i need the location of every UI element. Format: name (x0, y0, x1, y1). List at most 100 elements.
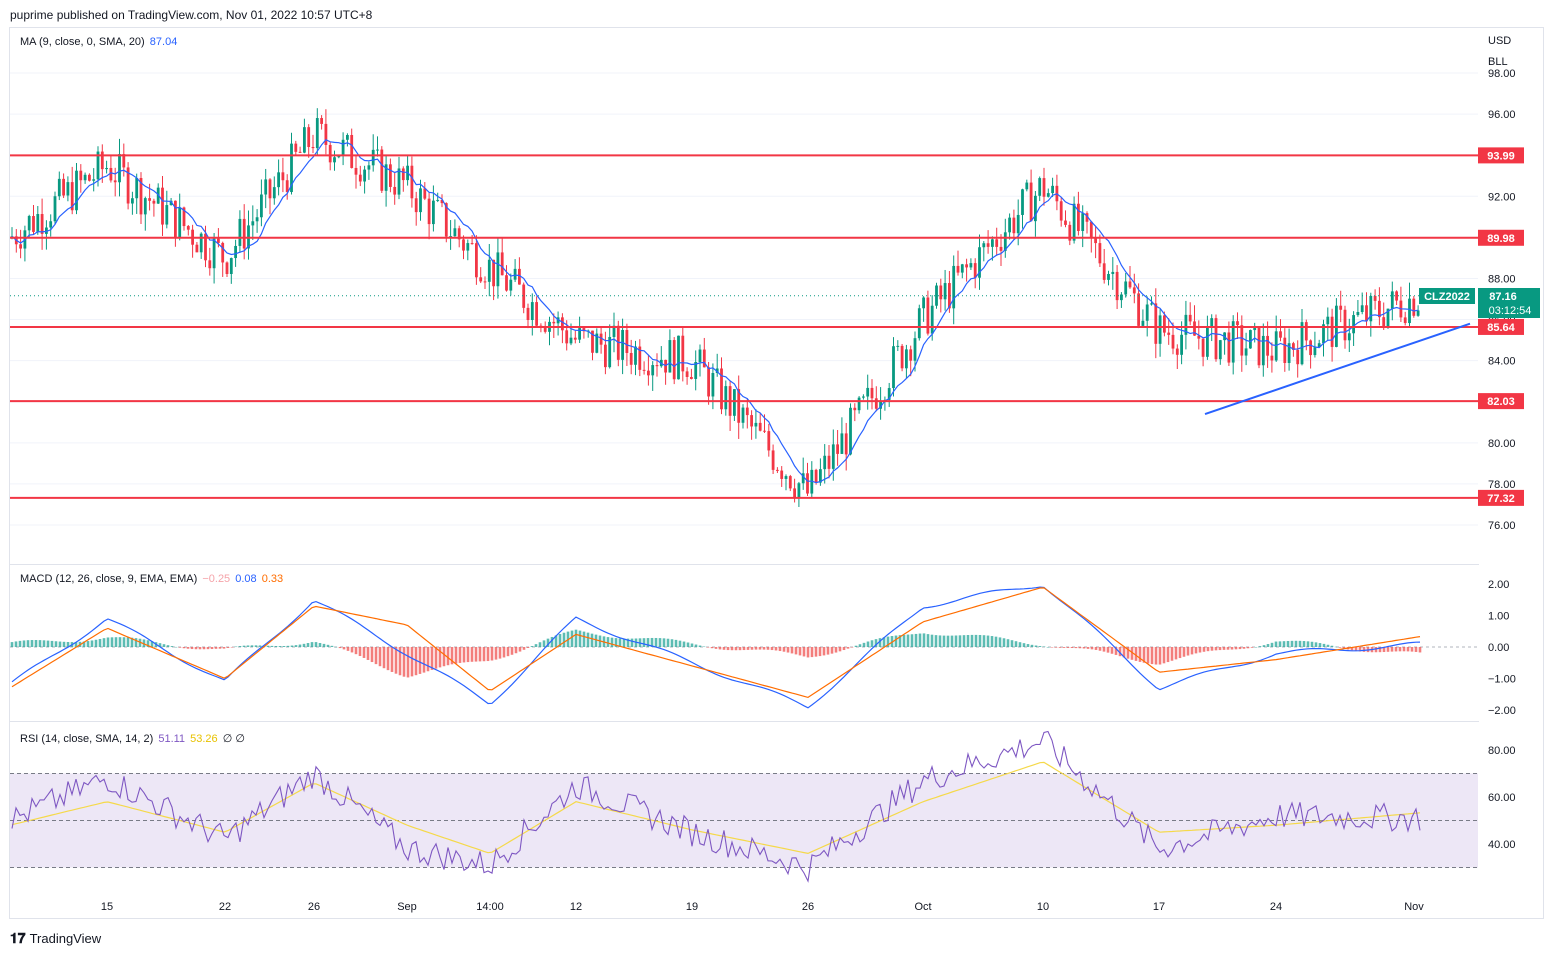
macd-hist-bar (534, 644, 538, 647)
countdown-label: 03:12:54 (1489, 305, 1532, 317)
macd-hist-bar (594, 634, 598, 647)
candle-body (66, 182, 70, 196)
macd-hist-bar (970, 634, 974, 647)
candle-body (1218, 340, 1222, 360)
macd-hist-bar (1242, 647, 1246, 649)
macd-hist-bar (758, 647, 762, 650)
macd-hist-bar (1398, 647, 1402, 652)
candle-body (105, 167, 108, 170)
macd-hist-bar (334, 646, 338, 648)
candle-body (199, 233, 203, 253)
macd-hist-bar (886, 636, 890, 647)
macd-hist-bar (1270, 642, 1274, 647)
macd-hist-bar (926, 634, 930, 647)
candle-body (1236, 321, 1239, 326)
candle-body (221, 242, 225, 263)
macd-hist-bar (810, 647, 814, 658)
candle-body (840, 433, 844, 454)
candle-body (1403, 317, 1407, 324)
macd-hist-bar (226, 647, 230, 648)
ma-indicator-legend[interactable]: MA (9, close, 0, SMA, 20) 87.04 (18, 36, 177, 48)
candle-body (204, 233, 207, 261)
macd-hist-bar (1054, 647, 1058, 648)
macd-hist-bar (522, 647, 526, 650)
macd-hist-bar (1362, 647, 1366, 652)
macd-hist-bar (282, 646, 286, 647)
candle-body (1369, 295, 1373, 322)
time-axis-tick: 10 (1037, 901, 1049, 913)
candle-body (1128, 281, 1132, 288)
candle-body (1240, 325, 1244, 356)
candle-body (126, 167, 130, 204)
macd-hist-bar (706, 647, 710, 648)
price-axis-tick: 92.00 (1488, 191, 1516, 203)
macd-hist-bar (1222, 647, 1226, 650)
time-axis-tick: Oct (914, 901, 931, 913)
time-axis-tick: 12 (570, 901, 582, 913)
macd-hist-bar (482, 647, 486, 662)
candle-body (1408, 298, 1411, 324)
candle-body (793, 488, 796, 498)
candle-body (900, 345, 904, 369)
candle-body (135, 178, 139, 199)
macd-hist-bar (854, 645, 858, 647)
candle-body (849, 407, 852, 455)
rsi-line (11, 730, 1421, 883)
candle-body (217, 238, 220, 243)
macd-hist-bar (998, 637, 1002, 647)
macd-hist-bar (546, 638, 550, 647)
candle-body (741, 407, 745, 423)
macd-hist-bar (1418, 647, 1422, 653)
macd-hist-bar (314, 642, 318, 647)
macd-indicator-legend[interactable]: MACD (12, 26, close, 9, EMA, EMA) −0.25 … (18, 573, 283, 585)
macd-hist-bar (950, 635, 954, 647)
candle-body (733, 389, 736, 416)
candle-body (466, 243, 470, 251)
pane-separator-macd (9, 564, 1479, 565)
candle-body (328, 144, 332, 163)
macd-hist-bar (466, 647, 470, 663)
candle-body (251, 221, 255, 226)
tradingview-logo[interactable]: 𝟏𝟕 TradingView (10, 930, 101, 947)
macd-hist-bar (1166, 647, 1170, 663)
macd-hist-bar (1070, 647, 1074, 649)
candle-body (960, 264, 964, 273)
rsi-indicator-legend[interactable]: RSI (14, close, SMA, 14, 2) 51.11 53.26 … (18, 732, 245, 745)
candle-body (1197, 335, 1201, 339)
macd-hist-bar (1178, 647, 1182, 659)
macd-hist-bar (1034, 645, 1038, 647)
candle-body (113, 180, 117, 183)
time-axis-tick: 26 (308, 901, 320, 913)
macd-hist-bar (362, 647, 366, 658)
candle-body (1244, 348, 1248, 356)
macd-hist-bar (46, 640, 50, 647)
macd-hist-bar (1318, 643, 1322, 647)
candle-body (1193, 321, 1196, 336)
macd-hist-bar (902, 634, 906, 647)
candle-body (483, 281, 487, 283)
candle-body (32, 216, 35, 232)
symbol-tag-label: CLZ2022 (1424, 291, 1470, 303)
macd-histogram (10, 629, 1422, 678)
candle-body (823, 455, 827, 470)
candle-body (79, 170, 83, 181)
macd-hist-bar (1302, 641, 1306, 647)
candle-body (771, 450, 775, 470)
macd-hist-bar (422, 647, 426, 673)
candle-body (1201, 338, 1205, 357)
macd-hist-bar (394, 647, 398, 674)
candle-body (1416, 310, 1420, 316)
ma-indicator-label: MA (9, close, 0, SMA, 20) (20, 36, 145, 48)
candle-body (1347, 333, 1351, 341)
macd-hist-bar (354, 647, 358, 655)
macd-hist-bar (894, 635, 898, 647)
macd-hist-bar (1146, 647, 1150, 664)
macd-hist-bar (246, 645, 250, 647)
candle-body (346, 134, 349, 140)
candle-body (715, 368, 719, 374)
macd-hist-bar (746, 647, 750, 650)
macd-hist-bar (130, 637, 134, 647)
macd-hist-bar (1382, 647, 1386, 653)
candle-body (943, 283, 947, 300)
